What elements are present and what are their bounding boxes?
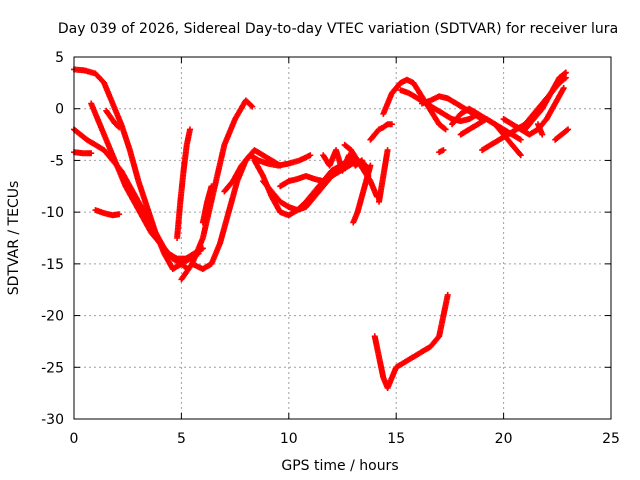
data-point [517, 152, 524, 159]
series-track-e [92, 207, 123, 219]
series-track-x [371, 291, 451, 391]
data-point [248, 102, 255, 109]
x-tick-label: 0 [70, 431, 79, 447]
x-tick-label: 25 [602, 431, 620, 447]
series-track-ac [522, 69, 569, 133]
x-tick-label: 20 [495, 431, 513, 447]
chart-title: Day 039 of 2026, Sidereal Day-to-day VTE… [58, 21, 618, 37]
data-point [388, 121, 395, 128]
data-point [249, 103, 256, 110]
data-point [88, 150, 95, 157]
y-tick-label: -15 [41, 257, 64, 273]
series-track-t [380, 76, 449, 133]
data-points [71, 66, 572, 391]
series-track-s [376, 147, 391, 205]
data-point [307, 152, 314, 159]
series-track-j [199, 183, 215, 226]
data-point [441, 125, 448, 132]
data-point [561, 70, 568, 77]
data-point [563, 127, 570, 134]
plot-background [74, 57, 611, 419]
data-point [444, 291, 451, 298]
x-tick-label: 5 [177, 431, 186, 447]
series-track-r [367, 121, 395, 143]
data-point [539, 131, 546, 138]
data-point [116, 124, 123, 131]
y-tick-label: 5 [55, 50, 64, 66]
data-point [565, 126, 572, 133]
series-track-ad [534, 121, 546, 138]
axis-ticks: 0 5 10 15 20 25 -30 -25 -20 -15 -10 -5 0 5 [41, 50, 620, 447]
x-tick-label: 10 [280, 431, 298, 447]
series-track-q [350, 162, 374, 226]
data-point [208, 183, 215, 190]
data-point [562, 69, 569, 76]
y-axis-label: SDTVAR / TECUs [6, 181, 22, 296]
y-tick-label: -10 [41, 205, 64, 221]
data-point [442, 126, 449, 133]
data-point [516, 151, 523, 158]
data-point [440, 147, 447, 154]
data-point [115, 123, 122, 130]
data-point [367, 162, 374, 169]
data-point [384, 147, 391, 154]
series-track-c [88, 100, 206, 262]
y-tick-label: 0 [55, 102, 64, 118]
x-tick-label: 15 [387, 431, 405, 447]
series-track-g [174, 126, 193, 241]
series-track-f [103, 107, 123, 131]
series-track-w [436, 147, 447, 156]
y-tick-label: -5 [50, 153, 64, 169]
data-point [116, 211, 123, 218]
x-axis-label: GPS time / hours [281, 458, 398, 474]
series-track-h [178, 97, 256, 283]
plot-frame [73, 56, 612, 420]
y-tick-label: -30 [41, 412, 64, 428]
series-track-o [320, 147, 372, 179]
data-point [561, 75, 568, 82]
series-track-ae [552, 126, 572, 143]
y-tick-label: -25 [41, 360, 64, 376]
data-point [560, 85, 567, 92]
data-point [517, 136, 524, 143]
y-tick-label: -20 [41, 309, 64, 325]
data-point [186, 126, 193, 133]
data-point [562, 74, 569, 81]
